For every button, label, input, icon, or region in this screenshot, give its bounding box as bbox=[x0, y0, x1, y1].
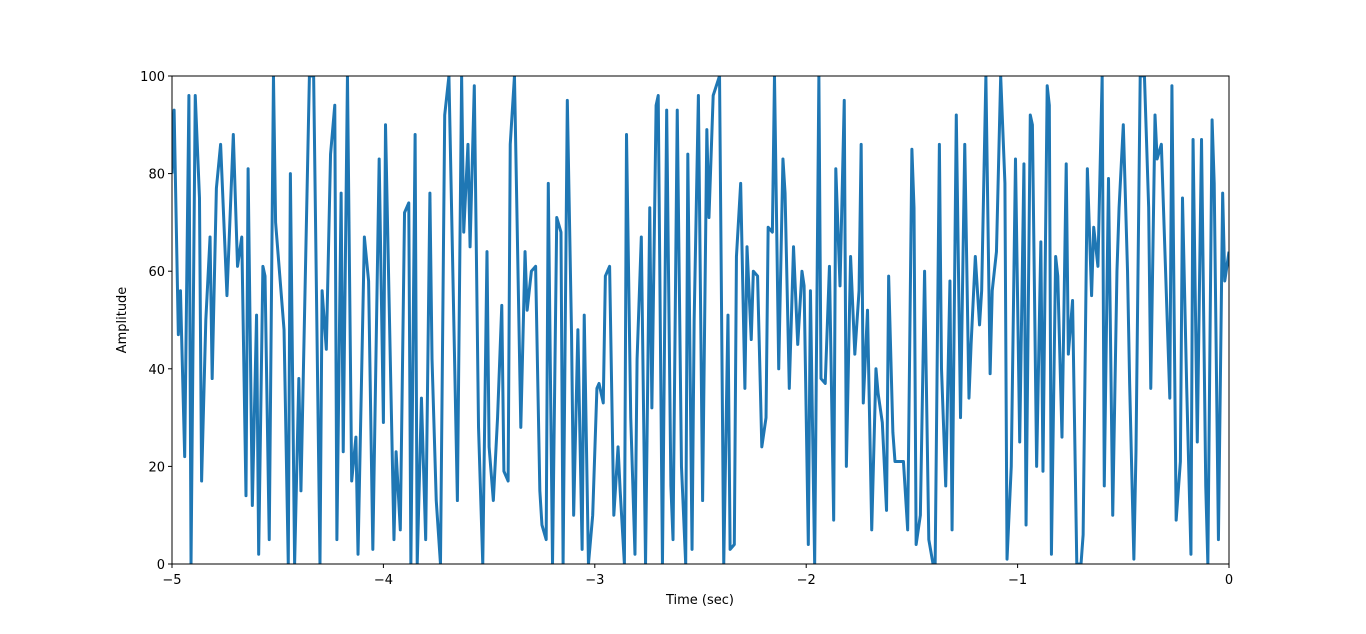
x-tick-label: −4 bbox=[374, 573, 393, 588]
x-axis-label: Time (sec) bbox=[665, 593, 734, 608]
y-tick-label: 20 bbox=[148, 460, 165, 475]
y-axis-label: Amplitude bbox=[115, 287, 130, 354]
x-tick-label: −3 bbox=[585, 573, 604, 588]
y-tick-label: 40 bbox=[148, 363, 165, 378]
y-tick-label: 80 bbox=[148, 168, 165, 183]
x-tick-label: −5 bbox=[162, 573, 181, 588]
x-tick-label: 0 bbox=[1225, 573, 1233, 588]
x-tick-label: −2 bbox=[797, 573, 816, 588]
plot-frame bbox=[171, 75, 1230, 565]
y-tick-label: 0 bbox=[157, 558, 165, 573]
y-tick-label: 60 bbox=[148, 265, 165, 280]
y-tick-label: 100 bbox=[140, 70, 165, 85]
data-line bbox=[172, 76, 1229, 564]
x-tick-label: −1 bbox=[1008, 573, 1027, 588]
